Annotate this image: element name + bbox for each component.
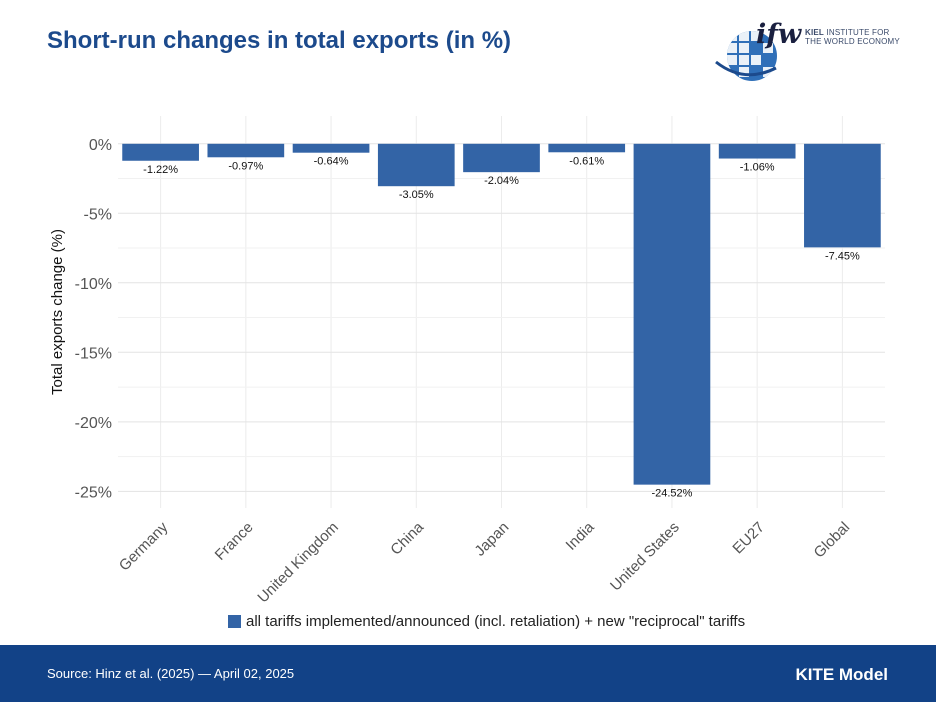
y-tick-label: -10% (75, 276, 112, 293)
data-label: -0.64% (314, 156, 349, 168)
x-tick-label: Germany (116, 518, 172, 574)
bar (463, 143, 540, 173)
bar (207, 143, 285, 158)
bar (718, 143, 796, 159)
y-tick-label: 0% (89, 137, 112, 154)
bar-chart: -1.22% -0.97% -0.64% -3.05% -2.04% -0.61% -24.… (49, 116, 885, 606)
x-tick-label: China (387, 518, 427, 558)
y-tick-label: -15% (75, 345, 112, 362)
x-tick-label: United Kingdom (254, 519, 341, 606)
bar (633, 143, 711, 485)
y-tick-label: -5% (84, 206, 112, 223)
x-tick-label: Global (811, 519, 854, 562)
x-tick-label: EU27 (729, 519, 768, 558)
y-tick-label: -25% (75, 484, 112, 501)
bar (122, 143, 199, 161)
data-label: -0.61% (569, 155, 604, 167)
bar (377, 143, 455, 187)
x-tick-label: Japan (471, 519, 512, 560)
data-label: -3.05% (399, 189, 434, 201)
data-label: -7.45% (825, 250, 860, 262)
logo-line1-bold: KIEL (805, 28, 825, 37)
logo-mark: ifw (756, 19, 803, 50)
legend-swatch (228, 615, 241, 628)
logo-line2: THE WORLD ECONOMY (805, 37, 900, 46)
y-tick-label: -20% (75, 415, 112, 432)
data-label: -1.22% (143, 164, 178, 176)
legend-label: all tariffs implemented/announced (incl.… (246, 613, 746, 630)
footer-model: KITE Model (795, 665, 888, 684)
x-tick-label: United States (607, 519, 683, 595)
x-tick-label: France (212, 519, 257, 564)
y-axis-ticks: 0% -5% -10% -15% -20% -25% (75, 137, 112, 502)
data-label: -0.97% (228, 160, 263, 172)
globe-icon: ifw (715, 19, 803, 81)
bar (292, 143, 370, 153)
logo-caption: KIEL INSTITUTE FOR THE WORLD ECONOMY (805, 28, 900, 46)
x-tick-label: India (563, 518, 598, 553)
bar (804, 143, 881, 248)
page-title: Short-run changes in total exports (in %… (47, 27, 512, 54)
bars: -1.22% -0.97% -0.64% -3.05% -2.04% -0.61% -24.… (122, 143, 881, 500)
y-axis-label: Total exports change (%) (49, 229, 66, 395)
data-label: -24.52% (651, 488, 692, 500)
footer-bar: Source: Hinz et al. (2025) — April 02, 2… (0, 645, 936, 702)
data-label: -2.04% (484, 175, 519, 187)
chart-legend: all tariffs implemented/announced (incl.… (228, 613, 745, 630)
footer-source: Source: Hinz et al. (2025) — April 02, 2… (47, 666, 295, 681)
data-label: -1.06% (740, 162, 775, 174)
bar (548, 143, 626, 153)
logo-line1-rest: INSTITUTE FOR (826, 28, 890, 37)
